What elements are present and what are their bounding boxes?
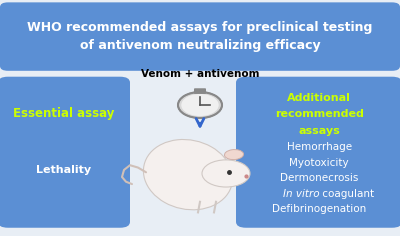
Text: Essential assay: Essential assay [13,107,115,120]
Text: Hemorrhage: Hemorrhage [287,143,352,152]
Text: Lethality: Lethality [36,165,92,175]
FancyBboxPatch shape [194,88,206,94]
Text: In vitro: In vitro [282,189,319,198]
FancyBboxPatch shape [0,2,400,71]
Ellipse shape [202,160,250,187]
Text: assays: assays [298,126,340,136]
Text: WHO recommended assays for preclinical testing
of antivenom neutralizing efficac: WHO recommended assays for preclinical t… [27,21,373,52]
Ellipse shape [144,139,232,210]
Circle shape [178,92,222,118]
FancyBboxPatch shape [0,77,130,228]
Text: Dermonecrosis: Dermonecrosis [280,173,358,183]
Text: Venom + antivenom: Venom + antivenom [141,69,259,79]
Text: Defibrinogenation: Defibrinogenation [272,204,366,214]
Text: coagulant: coagulant [319,189,374,198]
Text: Additional: Additional [287,93,351,103]
Text: Myotoxicity: Myotoxicity [289,158,349,168]
Circle shape [181,94,219,116]
Text: recommended: recommended [275,110,364,119]
FancyBboxPatch shape [236,77,400,228]
Ellipse shape [224,150,244,160]
